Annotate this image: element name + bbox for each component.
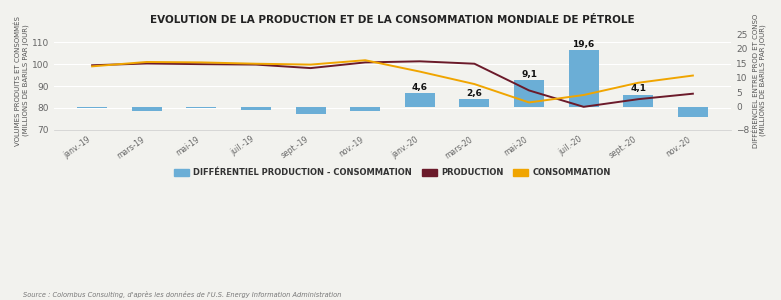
- Legend: DIFFÉRENTIEL PRODUCTION - CONSOMMATION, PRODUCTION, CONSOMMATION: DIFFÉRENTIEL PRODUCTION - CONSOMMATION, …: [171, 165, 615, 181]
- Bar: [569, 50, 599, 106]
- Bar: [295, 106, 326, 114]
- Title: EVOLUTION DE LA PRODUCTION ET DE LA CONSOMMATION MONDIALE DE PÉTROLE: EVOLUTION DE LA PRODUCTION ET DE LA CONS…: [150, 15, 635, 25]
- Bar: [77, 106, 107, 108]
- Bar: [187, 106, 216, 108]
- Bar: [132, 106, 162, 111]
- Y-axis label: VOLUMES PRODUITS ET CONSOMMÉS
(MILLIONS DE BARILS PAR JOUR): VOLUMES PRODUITS ET CONSOMMÉS (MILLIONS …: [15, 16, 29, 146]
- Text: 4,6: 4,6: [412, 83, 428, 92]
- Bar: [241, 106, 271, 110]
- Text: Source : Colombus Consulting, d'après les données de l'U.S. Energy Information A: Source : Colombus Consulting, d'après le…: [23, 291, 342, 298]
- Bar: [459, 99, 490, 106]
- Text: 2,6: 2,6: [466, 89, 483, 98]
- Bar: [514, 80, 544, 106]
- Text: 9,1: 9,1: [521, 70, 537, 79]
- Text: 19,6: 19,6: [572, 40, 595, 49]
- Y-axis label: DIFFÉRENCIEL ENTRE PROD ET CONSO
(MILLIONS DE BARILS PAR JOUR): DIFFÉRENCIEL ENTRE PROD ET CONSO (MILLIO…: [752, 14, 766, 148]
- Bar: [623, 95, 653, 106]
- Bar: [350, 106, 380, 111]
- Bar: [678, 106, 708, 117]
- Bar: [405, 93, 435, 106]
- Text: 4,1: 4,1: [630, 84, 646, 93]
